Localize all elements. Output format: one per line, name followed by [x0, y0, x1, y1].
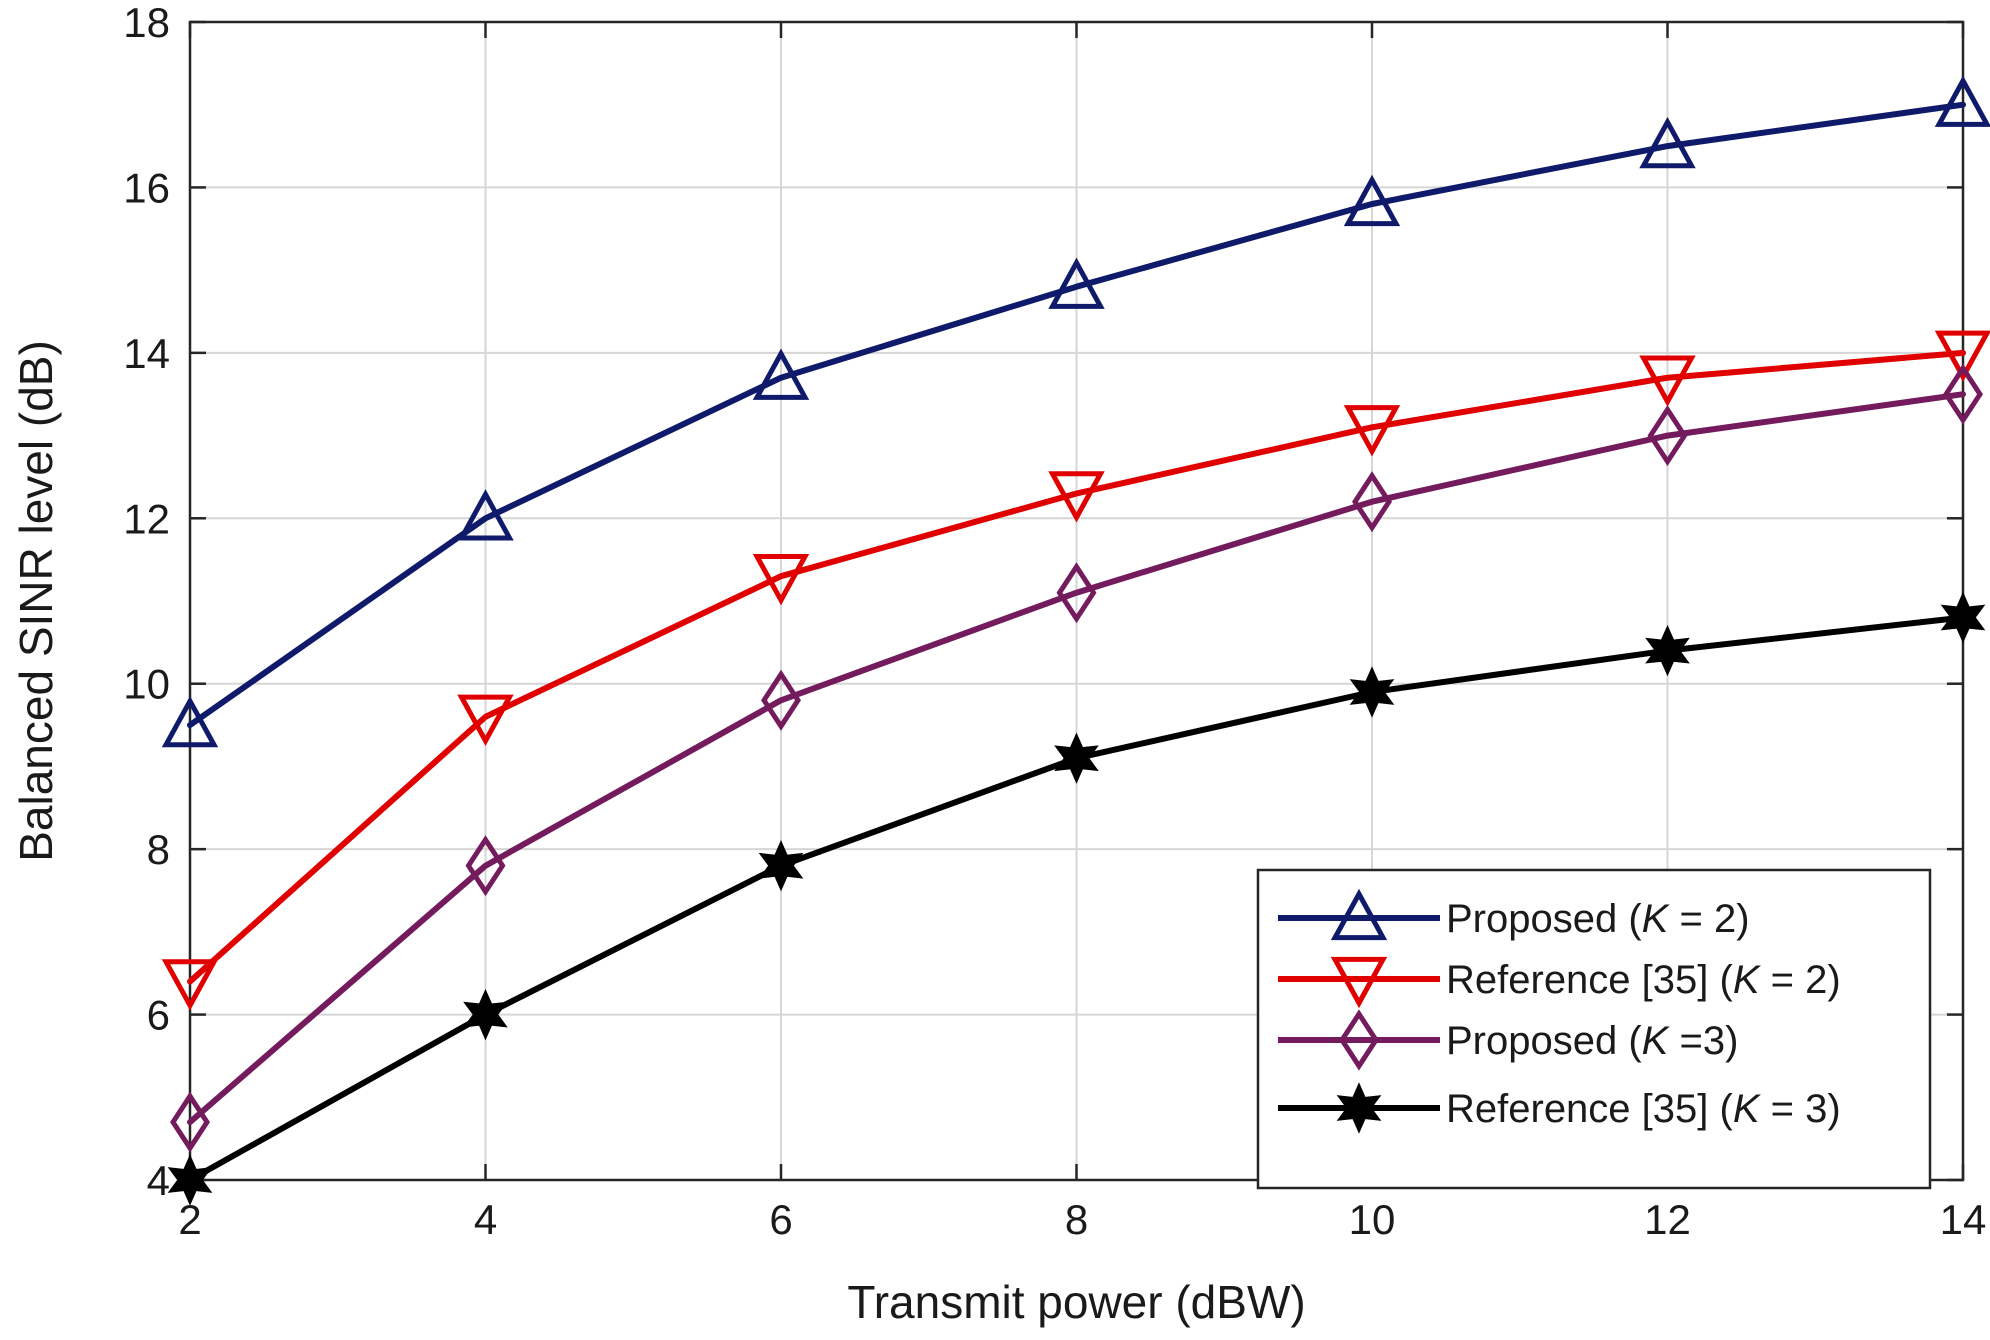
y-tick-label: 10	[123, 661, 170, 708]
data-point	[1943, 363, 1983, 425]
y-tick-label: 14	[123, 330, 170, 377]
data-point	[161, 959, 219, 1011]
y-tick-label: 18	[123, 0, 170, 46]
y-tick-label: 6	[147, 992, 170, 1039]
legend-marker	[1330, 956, 1388, 1009]
data-point	[1639, 116, 1696, 169]
data-point	[1048, 257, 1105, 309]
legend: Proposed (K = 2) Reference [35] (K = 2) Pr…	[1256, 868, 1932, 1190]
x-tick-label: 8	[1065, 1196, 1088, 1243]
y-axis-title: Balanced SINR level (dB)	[10, 340, 62, 862]
data-point	[761, 669, 801, 731]
legend-label: Reference [35] (K = 3)	[1446, 1087, 1841, 1131]
series-line	[187, 101, 1966, 729]
legend-item-1: Reference [35] (K = 2)	[1278, 956, 1841, 1009]
data-point	[170, 1091, 210, 1153]
data-point	[1647, 405, 1688, 467]
x-tick-label: 2	[178, 1196, 201, 1243]
legend-label: Reference [35] (K = 2)	[1446, 958, 1841, 1002]
series-2	[170, 363, 1983, 1153]
series-1	[161, 330, 1990, 1011]
data-point	[1056, 562, 1097, 624]
x-tick-label: 4	[474, 1196, 497, 1243]
data-point	[758, 839, 804, 892]
data-point	[457, 694, 514, 746]
data-point	[752, 554, 810, 606]
legend-label: Proposed (K = 2)	[1446, 897, 1750, 941]
series-line	[187, 391, 1966, 1126]
y-tick-label: 8	[147, 826, 170, 873]
series-line	[187, 349, 1966, 985]
data-point	[1343, 405, 1401, 457]
y-tick-label: 4	[147, 1157, 170, 1204]
series-0	[161, 75, 1990, 748]
legend-item-2: Proposed (K =3)	[1278, 1009, 1738, 1071]
data-point	[463, 988, 508, 1041]
data-point	[1054, 732, 1099, 784]
legend-marker	[1339, 1009, 1379, 1071]
data-point	[1934, 330, 1990, 383]
x-tick-label: 14	[1940, 1196, 1987, 1243]
series-3	[167, 591, 1986, 1206]
x-tick-label: 12	[1644, 1196, 1691, 1243]
data-point	[1639, 355, 1696, 407]
x-tick-label: 6	[769, 1196, 792, 1243]
data-point	[1352, 471, 1392, 533]
legend-marker	[1330, 888, 1388, 941]
data-point	[1048, 471, 1105, 523]
y-tick-label: 16	[123, 164, 170, 211]
x-tick-label: 10	[1349, 1196, 1396, 1243]
legend-item-3: Reference [35] (K = 3)	[1278, 1082, 1841, 1134]
legend-marker	[1336, 1082, 1382, 1134]
data-point	[167, 1154, 213, 1206]
legend-label: Proposed (K =3)	[1446, 1019, 1738, 1063]
data-point	[1645, 624, 1690, 677]
data-point	[1349, 666, 1395, 718]
data-point	[1343, 174, 1401, 227]
data-point	[457, 489, 514, 541]
data-point	[1934, 75, 1990, 127]
data-point	[465, 835, 506, 897]
x-axis-title: Transmit power (dBW)	[847, 1276, 1305, 1328]
y-tick-label: 12	[123, 495, 170, 542]
series-layer	[161, 75, 1990, 1206]
data-point	[1940, 591, 1986, 644]
data-point	[752, 348, 810, 400]
legend-item-0: Proposed (K = 2)	[1278, 888, 1750, 941]
data-point	[161, 695, 219, 748]
